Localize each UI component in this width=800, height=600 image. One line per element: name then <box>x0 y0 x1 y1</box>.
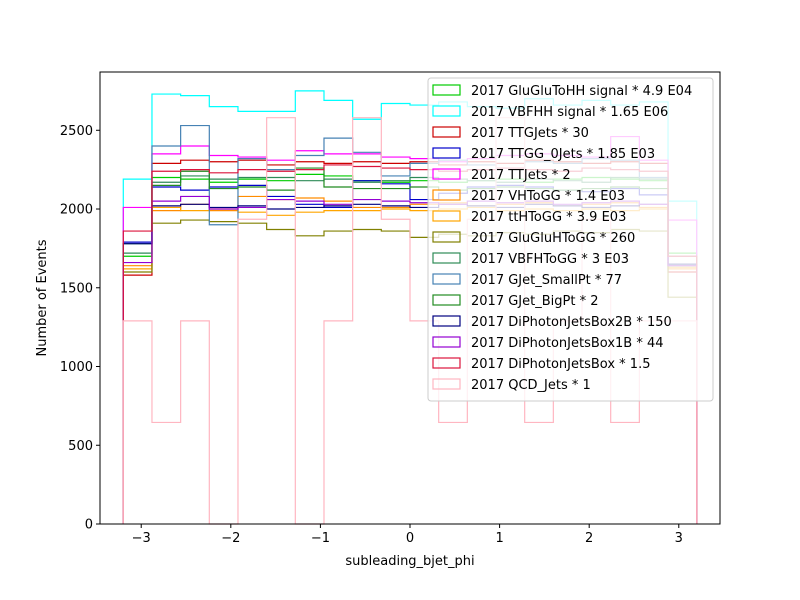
legend-label: 2017 GJet_SmallPt * 77 <box>471 273 622 288</box>
legend-label: 2017 TTJets * 2 <box>471 168 571 183</box>
y-tick-label: 2000 <box>60 203 93 218</box>
y-tick-label: 2500 <box>60 124 93 139</box>
legend-label: 2017 DiPhotonJetsBox1B * 44 <box>471 336 664 351</box>
legend-label: 2017 QCD_Jets * 1 <box>471 378 591 393</box>
x-tick-label: −3 <box>132 531 151 546</box>
x-tick-label: 3 <box>675 531 683 546</box>
legend-swatch <box>432 84 461 96</box>
legend-label: 2017 GJet_BigPt * 2 <box>471 294 598 309</box>
legend-swatch <box>432 294 461 306</box>
legend-label: 2017 VBFHH signal * 1.65 E06 <box>471 105 668 120</box>
legend-label: 2017 TTGG_0Jets * 1.85 E03 <box>471 147 655 162</box>
x-tick-label: 1 <box>495 531 503 546</box>
y-tick-label: 0 <box>85 518 93 533</box>
legend-label: 2017 DiPhotonJetsBox2B * 150 <box>471 315 672 330</box>
y-tick-label: 1500 <box>60 281 93 296</box>
x-axis: −3 −2 −1 0 1 2 3 <box>132 524 683 546</box>
legend-swatch <box>432 189 461 201</box>
legend-swatch <box>432 231 461 243</box>
legend-swatch <box>432 252 461 264</box>
y-axis: 0 500 1000 1500 2000 2500 <box>60 124 100 533</box>
x-tick-label: −1 <box>311 531 330 546</box>
x-tick-label: 2 <box>585 531 593 546</box>
legend-swatch <box>432 315 461 327</box>
legend-label: 2017 ttHToGG * 3.9 E03 <box>471 210 626 225</box>
legend-swatch <box>432 168 461 180</box>
legend-label: 2017 DiPhotonJetsBox * 1.5 <box>471 357 650 372</box>
legend-label: 2017 TTGJets * 30 <box>471 126 589 141</box>
y-tick-label: 1000 <box>60 360 93 375</box>
legend: 2017 GluGluToHH signal * 4.9 E04 2017 VBF… <box>427 77 714 402</box>
y-tick-label: 500 <box>68 439 93 454</box>
x-tick-label: −2 <box>221 531 240 546</box>
legend-swatch <box>432 126 461 138</box>
legend-swatch <box>432 147 461 159</box>
legend-label: 2017 GluGluToHH signal * 4.9 E04 <box>471 84 692 99</box>
legend-swatch <box>432 357 461 369</box>
x-axis-label: subleading_bjet_phi <box>345 554 474 569</box>
legend-swatch <box>432 378 461 390</box>
legend-swatch <box>432 105 461 117</box>
legend-label: 2017 VHToGG * 1.4 E03 <box>471 189 625 204</box>
y-axis-label: Number of Events <box>35 239 50 356</box>
legend-label: 2017 GluGluHToGG * 260 <box>471 231 635 246</box>
legend-swatch <box>432 273 461 285</box>
legend-box <box>427 77 714 402</box>
legend-swatch <box>432 336 461 348</box>
legend-swatch <box>432 210 461 222</box>
legend-label: 2017 VBFHToGG * 3 E03 <box>471 252 629 267</box>
x-tick-label: 0 <box>406 531 414 546</box>
